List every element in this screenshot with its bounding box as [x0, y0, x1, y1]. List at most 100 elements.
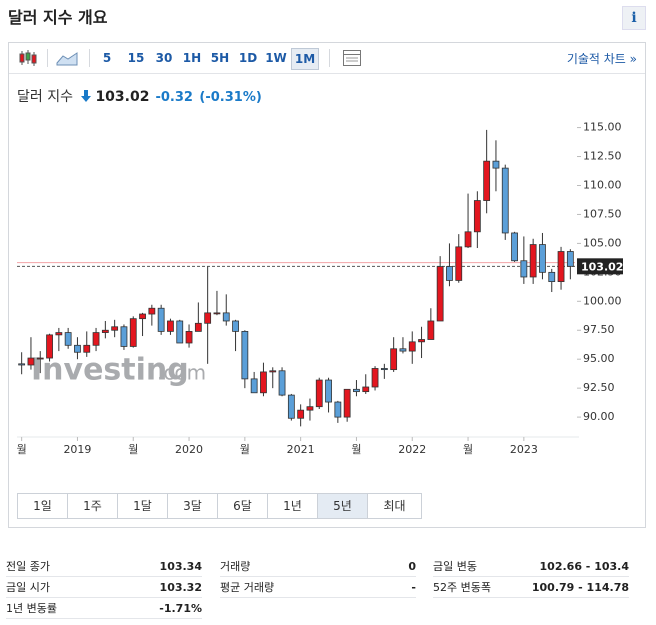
- stats-column: 전일 종가 103.34 금일 시가 103.32 1년 변동률 -1.71%: [6, 556, 202, 619]
- candle-body: [529, 244, 537, 278]
- candle-body: [436, 266, 444, 322]
- range-button[interactable]: 6달: [218, 494, 268, 518]
- interval-button[interactable]: 1D: [238, 51, 258, 65]
- area-icon[interactable]: [56, 50, 78, 66]
- candle-body: [194, 322, 202, 332]
- candle-body: [83, 344, 91, 353]
- candle-body: [148, 307, 156, 315]
- x-tick-label: 월: [240, 443, 250, 456]
- table-icon[interactable]: [342, 49, 362, 67]
- range-button[interactable]: 1일: [18, 494, 68, 518]
- candle-body: [306, 406, 314, 411]
- candle-body: [557, 251, 565, 283]
- separator: [47, 49, 48, 67]
- candle-body: [111, 326, 119, 331]
- candle-body: [399, 348, 407, 352]
- candle-body: [232, 320, 239, 332]
- candle-body: [464, 231, 472, 248]
- range-button[interactable]: 1주: [68, 494, 118, 518]
- stats-row: 전일 종가 103.34: [6, 556, 202, 577]
- quote-line: 달러 지수 103.02 -0.32 (-0.31%): [17, 86, 262, 106]
- interval-button[interactable]: 30: [155, 51, 173, 65]
- stat-value: -: [411, 580, 416, 594]
- candle-body: [250, 378, 258, 394]
- stats-row: 금일 시가 103.32: [6, 577, 202, 598]
- stats-column: 금일 변동 102.66 - 103.4 52주 변동폭 100.79 - 114.7…: [433, 556, 629, 598]
- range-button[interactable]: 1년: [268, 494, 318, 518]
- candle-body: [418, 339, 425, 343]
- watermark: Investing: [31, 353, 189, 388]
- stat-value: -1.71%: [159, 601, 202, 615]
- price-change-percent: (-0.31%): [199, 90, 262, 105]
- candle-body: [492, 160, 500, 169]
- stat-label: 금일 시가: [6, 581, 50, 594]
- candle-body: [483, 160, 491, 201]
- stat-label: 1년 변동률: [6, 602, 57, 615]
- x-tick-label: 2022: [398, 443, 426, 456]
- y-tick-label: 112.50: [583, 150, 622, 163]
- y-tick-label: 97.50: [583, 323, 615, 336]
- interval-button[interactable]: 1W: [265, 51, 287, 65]
- x-tick-label: 월: [128, 443, 138, 456]
- interval-button[interactable]: 1H: [182, 51, 202, 65]
- stat-value: 103.32: [159, 580, 202, 594]
- candle-body: [353, 388, 360, 393]
- candle-body: [315, 379, 323, 408]
- interval-button[interactable]: 5: [102, 51, 112, 65]
- candle-body: [204, 312, 212, 324]
- candle-body: [92, 332, 100, 346]
- page-title: 달러 지수 개요: [8, 8, 108, 27]
- range-button[interactable]: 5년: [318, 494, 368, 518]
- candle-body: [501, 167, 509, 234]
- candle-body: [167, 320, 174, 332]
- candle-body: [297, 409, 305, 419]
- candle-body: [520, 260, 528, 278]
- y-tick-label: 105.00: [583, 236, 622, 249]
- y-tick-label: 115.00: [583, 121, 622, 134]
- candle-body: [101, 329, 109, 333]
- price-change: -0.32: [155, 90, 193, 105]
- interval-button[interactable]: 1M: [291, 48, 319, 70]
- range-button[interactable]: 1달: [118, 494, 168, 518]
- info-button[interactable]: i: [622, 6, 646, 30]
- candle-body: [473, 200, 481, 233]
- x-tick-label: 월: [351, 443, 361, 456]
- candle-body: [64, 332, 72, 346]
- technical-chart-link[interactable]: 기술적 차트 »: [566, 52, 637, 66]
- interval-button[interactable]: 5H: [210, 51, 230, 65]
- range-selector: 1일 1주 1달 3달 6달 1년 5년 최대: [17, 493, 422, 519]
- x-tick-label: 2019: [63, 443, 91, 456]
- x-tick-label: 월: [463, 443, 473, 456]
- stats-row: 금일 변동 102.66 - 103.4: [433, 556, 629, 577]
- x-tick-label: 2023: [510, 443, 538, 456]
- candle-body: [176, 320, 184, 344]
- instrument-name: 달러 지수: [17, 89, 73, 105]
- stats-row: 거래량 0: [220, 556, 416, 577]
- candle-body: [511, 232, 518, 262]
- stat-value: 100.79 - 114.78: [531, 580, 629, 594]
- stat-value: 103.34: [159, 559, 202, 573]
- candle-body: [548, 271, 556, 283]
- stat-label: 52주 변동폭: [433, 581, 491, 594]
- candle-body: [566, 251, 574, 267]
- stat-value: 102.66 - 103.4: [539, 559, 629, 573]
- candle-icon[interactable]: [17, 49, 39, 67]
- down-arrow: [81, 90, 92, 102]
- candle-body: [390, 348, 398, 371]
- stat-value: 0: [408, 559, 416, 573]
- candle-body: [46, 334, 53, 359]
- candle-body: [278, 370, 286, 396]
- range-button[interactable]: 3달: [168, 494, 218, 518]
- candle-body: [120, 326, 128, 347]
- interval-button[interactable]: 15: [127, 51, 145, 65]
- toolbar: 5 15 30 1H 5H 1D 1W 1M 기술적 차트 »: [9, 43, 645, 74]
- candle-body: [539, 244, 546, 273]
- candle-body: [260, 371, 267, 394]
- chart-widget: 5 15 30 1H 5H 1D 1W 1M 기술적 차트 » 달러 지수 103.02 -0.…: [8, 42, 646, 528]
- candle-body: [27, 357, 35, 366]
- stats-row: 1년 변동률 -1.71%: [6, 598, 202, 619]
- candle-body: [129, 318, 137, 347]
- range-button[interactable]: 최대: [368, 494, 421, 518]
